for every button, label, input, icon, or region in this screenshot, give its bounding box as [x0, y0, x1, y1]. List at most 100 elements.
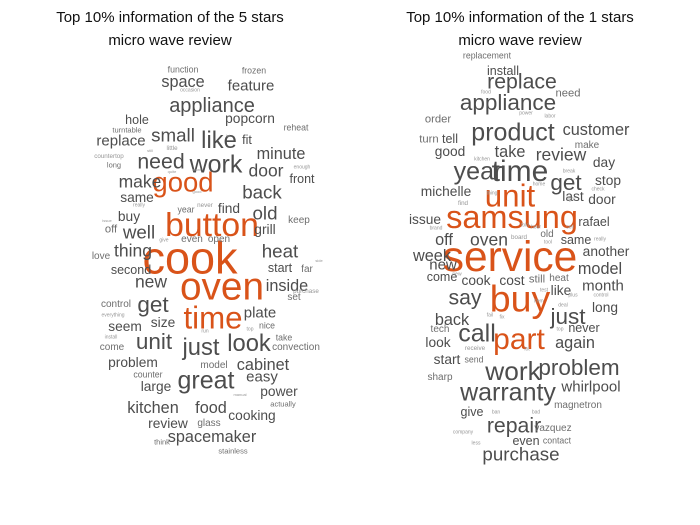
cloud-word: install: [104, 334, 118, 341]
cloud-word: oven: [470, 229, 508, 250]
cloud-word: fit: [242, 132, 252, 147]
cloud-word: turn: [419, 133, 439, 146]
cloud-word: month: [582, 277, 624, 295]
cloud-word: spacemaker: [167, 427, 257, 446]
cloud-word: sharp: [427, 372, 453, 383]
cloud-word: get: [550, 169, 582, 195]
cloud-word: old: [540, 229, 554, 240]
cloud-word: well: [122, 221, 156, 243]
cloud-word: top: [246, 326, 254, 333]
cloud-word: look: [425, 335, 451, 351]
cloud-word: good: [192, 189, 202, 194]
cloud-word: labor: [544, 113, 556, 120]
cloud-word: like: [201, 127, 237, 155]
cloud-word: magnetron: [554, 400, 602, 411]
cloud-word: button: [165, 206, 259, 245]
cloud-word: work: [485, 355, 541, 386]
cloud-word: less: [471, 440, 481, 447]
cloud-word: new: [452, 271, 462, 278]
cloud-word: light: [566, 196, 576, 203]
cloud-word: counter: [133, 369, 163, 380]
cloud-word: find: [457, 199, 469, 207]
cloud-word: need: [555, 87, 581, 100]
cloud-word: model: [200, 360, 228, 371]
cloud-word: thing: [114, 240, 152, 261]
cloud-word: look: [227, 330, 271, 358]
cloud-word: new: [134, 271, 168, 292]
cloud-word: make: [118, 171, 162, 192]
cloud-word: hole: [125, 112, 149, 127]
cloud-word: break: [562, 168, 576, 175]
cloud-word: fix: [499, 314, 505, 321]
cloud-word: set: [287, 292, 301, 303]
cloud-word: large: [140, 379, 172, 395]
cloud-word: start: [267, 260, 293, 275]
cloud-word: fail: [486, 312, 494, 319]
cloud-word: just: [550, 303, 586, 329]
cloud-word: nice: [258, 320, 276, 331]
cloud-word: quite: [167, 169, 177, 174]
cloud-word: appliance: [169, 95, 255, 117]
cloud-word: deal: [558, 302, 568, 309]
cloud-word: same: [560, 232, 592, 247]
cloud-word: install: [487, 63, 519, 78]
cloud-word: michelle: [420, 184, 472, 200]
cloud-word: rafael: [578, 214, 610, 229]
cloud-word: need: [137, 149, 185, 174]
cloud-word: receive: [464, 344, 486, 352]
cloud-word: find: [217, 201, 241, 217]
cloud-word: still: [528, 273, 546, 286]
cloud-word: take: [275, 332, 293, 343]
cloud-word: lot: [524, 346, 530, 353]
cloud-word: issue: [102, 218, 112, 223]
cloud-word: come: [99, 342, 125, 353]
cloud-word: repair: [486, 413, 542, 438]
cloud-word: brand: [429, 225, 443, 232]
cloud-word: get: [137, 291, 169, 317]
cloud-word: last: [562, 189, 584, 205]
cloud-word: review: [535, 144, 587, 165]
cloud-word: feature: [227, 77, 275, 95]
cloud-word: board: [511, 233, 527, 241]
cloud-word: cook: [461, 273, 491, 289]
cloud-word: grill: [254, 222, 276, 238]
cloud-word: glass: [197, 418, 221, 429]
cloud-word: make: [574, 140, 600, 151]
cloud-word: occasion: [180, 87, 200, 94]
cloud-word: tell: [442, 131, 458, 146]
cloud-word: day: [592, 155, 616, 171]
cloud-word: oven: [179, 265, 265, 309]
cloud-word: run: [201, 328, 209, 335]
cloud-word: even: [512, 433, 540, 448]
cloud-word: sell: [566, 224, 574, 231]
cloud-word: old: [252, 202, 278, 224]
cloud-word: time: [183, 300, 243, 336]
title-line-1: Top 10% information of the 5 stars: [56, 9, 284, 26]
cloud-word: issue: [408, 212, 442, 228]
cloud-word: everything: [101, 312, 125, 319]
cloud-word: really: [594, 236, 606, 243]
cloud-word: inside: [265, 276, 309, 295]
cloud-word: space: [161, 72, 205, 91]
cloud-word: buy: [117, 209, 141, 225]
cloud-word: call: [458, 319, 496, 348]
cloud-word: kitchen: [474, 156, 490, 163]
cloud-word: still: [147, 148, 153, 153]
cloud-word: buy: [489, 277, 551, 320]
cloud-word: like: [550, 283, 572, 299]
cloud-word: open: [207, 234, 231, 245]
cloud-word: actually: [270, 399, 296, 409]
word-cloud-panel-1-stars: Top 10% information of the 1 stars micro…: [350, 0, 690, 525]
cloud-word: service: [442, 233, 578, 281]
cloud-word: never: [568, 320, 600, 335]
cloud-word: back: [434, 310, 470, 329]
title-line-1: Top 10% information of the 1 stars: [406, 9, 634, 26]
cloud-word: great: [177, 366, 235, 395]
cloud-word: review: [148, 416, 188, 432]
cloud-word: heat: [261, 240, 299, 262]
title-line-2: micro wave review: [108, 32, 232, 49]
cloud-word: front: [289, 171, 315, 186]
cloud-word: take: [494, 142, 526, 161]
cloud-word: far: [301, 264, 313, 275]
cloud-word: part: [493, 323, 545, 356]
